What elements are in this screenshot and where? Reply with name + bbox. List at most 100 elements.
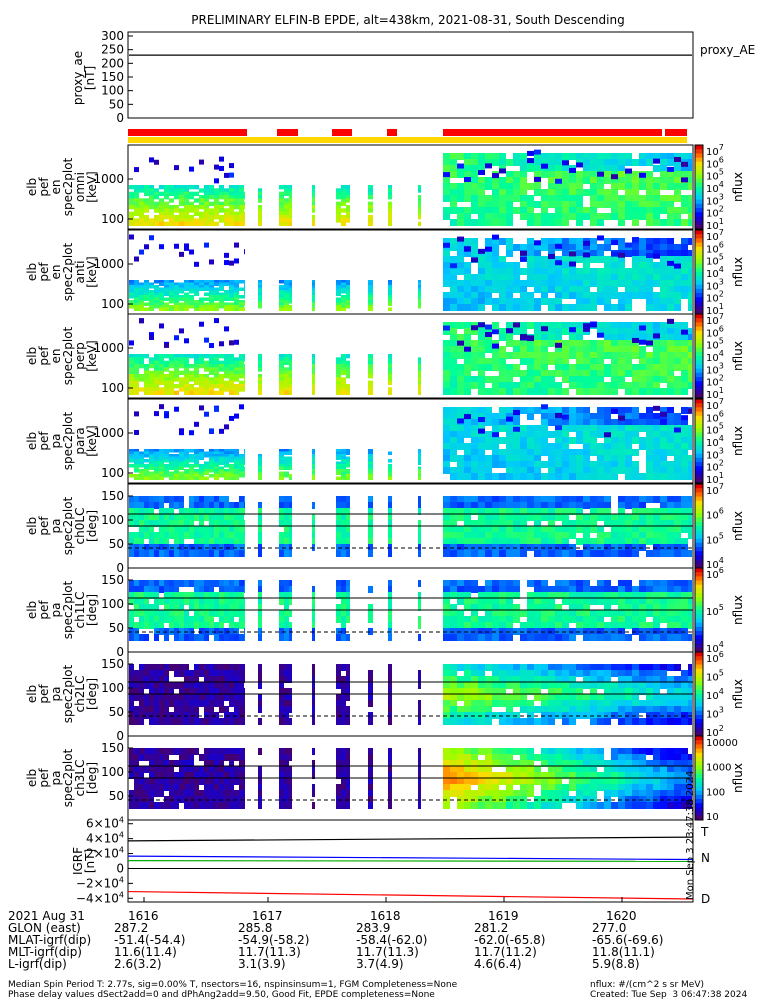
heatmap-cell bbox=[548, 610, 555, 617]
heatmap-cell bbox=[653, 467, 660, 474]
heatmap-cell bbox=[169, 384, 174, 389]
heatmap-cell bbox=[625, 358, 632, 365]
heatmap-cell bbox=[234, 185, 239, 190]
heatmap-cell bbox=[548, 407, 555, 414]
heatmap-cell bbox=[576, 550, 583, 557]
heatmap-cell bbox=[534, 304, 541, 311]
heatmap-cell bbox=[583, 159, 590, 166]
heatmap-cell bbox=[239, 526, 244, 533]
heatmap-cell bbox=[674, 165, 681, 172]
heatmap-cell bbox=[194, 285, 199, 289]
heatmap-cell bbox=[149, 508, 154, 515]
heatmap-cell bbox=[336, 300, 341, 304]
heatmap-cell bbox=[464, 346, 471, 352]
heatmap-cell bbox=[239, 586, 244, 593]
heatmap-cell bbox=[418, 384, 421, 389]
heatmap-cell bbox=[159, 664, 164, 671]
heatmap-cell bbox=[485, 437, 492, 444]
heatmap-cell bbox=[388, 610, 392, 617]
heatmap-cell bbox=[604, 352, 611, 359]
heatmap-cell bbox=[144, 297, 149, 301]
heatmap-cell bbox=[492, 376, 499, 383]
heatmap-cell bbox=[134, 201, 139, 206]
heatmap-cell bbox=[485, 610, 492, 617]
heatmap-cell bbox=[284, 592, 289, 599]
heatmap-cell bbox=[653, 376, 660, 383]
panel-pef_pa_spec2plot_ch1LC: 150100500elbpefpaspec2plotch1LC[deg]1061… bbox=[25, 566, 745, 659]
heatmap-cell bbox=[244, 218, 245, 223]
heatmap-cell bbox=[346, 280, 350, 284]
heatmap-cell bbox=[646, 413, 653, 420]
heatmap-cell bbox=[562, 449, 569, 456]
heatmap-cell bbox=[169, 357, 174, 362]
heatmap-cell bbox=[129, 198, 134, 203]
heatmap-cell bbox=[312, 357, 315, 362]
heatmap-cell bbox=[583, 443, 590, 450]
heatmap-cell bbox=[653, 262, 660, 269]
heatmap-cell bbox=[164, 413, 169, 419]
heatmap-cell bbox=[284, 201, 289, 206]
heatmap-cell bbox=[239, 634, 244, 641]
heatmap-cell bbox=[499, 195, 506, 202]
heatmap-cell bbox=[284, 384, 289, 389]
heatmap-cell bbox=[149, 610, 154, 617]
heatmap-cell bbox=[341, 526, 346, 533]
heatmap-cell bbox=[194, 205, 199, 210]
heatmap-cell bbox=[485, 592, 492, 599]
heatmap-cell bbox=[541, 207, 548, 214]
heatmap-cell bbox=[368, 307, 373, 311]
heatmap-cell bbox=[506, 431, 513, 438]
heatmap-cell bbox=[576, 171, 583, 178]
heatmap-cell bbox=[214, 282, 219, 286]
heatmap-cell bbox=[244, 604, 245, 611]
heatmap-cell bbox=[244, 508, 245, 515]
colorbar-title: nflux bbox=[731, 172, 745, 202]
heatmap-cell bbox=[149, 451, 154, 455]
heatmap-cell bbox=[688, 153, 692, 160]
panel-pef_pa_spec2plot_para: 1000100elbpefpaspec2plotpara[keV]1071061… bbox=[25, 397, 745, 486]
heatmap-cell bbox=[144, 464, 149, 468]
heatmap-cell bbox=[139, 469, 144, 473]
heatmap-cell bbox=[388, 185, 392, 190]
heatmap-cell bbox=[154, 604, 159, 611]
heatmap-cell bbox=[478, 322, 485, 328]
heatmap-cell bbox=[184, 456, 189, 460]
colorbar-cell bbox=[695, 145, 703, 150]
heatmap-cell bbox=[569, 455, 576, 462]
heatmap-cell bbox=[341, 191, 346, 196]
heatmap-cell bbox=[174, 360, 179, 365]
heatmap-cell bbox=[258, 461, 262, 465]
heatmap-cell bbox=[604, 508, 611, 515]
heatmap-cell bbox=[569, 327, 576, 333]
colorbar-tick-label: 104 bbox=[706, 640, 724, 655]
heatmap-cell bbox=[199, 374, 204, 379]
heatmap-cell bbox=[224, 474, 229, 478]
heatmap-cell bbox=[159, 508, 164, 515]
heatmap-cell bbox=[258, 532, 262, 539]
heatmap-cell bbox=[169, 218, 174, 223]
heatmap-cell bbox=[341, 370, 346, 375]
heatmap-cell bbox=[239, 694, 244, 701]
heatmap-cell bbox=[478, 346, 485, 353]
colorbar-tick-label: 106 bbox=[706, 155, 724, 170]
heatmap-cell bbox=[179, 544, 184, 551]
heatmap-cell bbox=[660, 437, 667, 444]
heatmap-cell bbox=[341, 302, 346, 306]
heatmap-cell bbox=[618, 195, 625, 202]
heatmap-cell bbox=[144, 374, 149, 379]
heatmap-cell bbox=[341, 387, 346, 392]
heatmap-cell bbox=[204, 364, 209, 369]
heatmap-cell bbox=[224, 370, 229, 375]
heatmap-cell bbox=[194, 502, 199, 509]
heatmap-cell bbox=[159, 201, 164, 206]
heatmap-cell bbox=[478, 376, 485, 383]
heatmap-cell bbox=[569, 586, 576, 593]
heatmap-cell bbox=[184, 380, 189, 385]
heatmap-cell bbox=[618, 508, 625, 515]
heatmap-cell bbox=[229, 532, 234, 539]
heatmap-cell bbox=[368, 215, 373, 220]
heatmap-cell bbox=[209, 700, 214, 707]
heatmap-cell bbox=[562, 195, 569, 202]
heatmap-cell bbox=[284, 287, 289, 291]
heatmap-cell bbox=[279, 520, 284, 527]
